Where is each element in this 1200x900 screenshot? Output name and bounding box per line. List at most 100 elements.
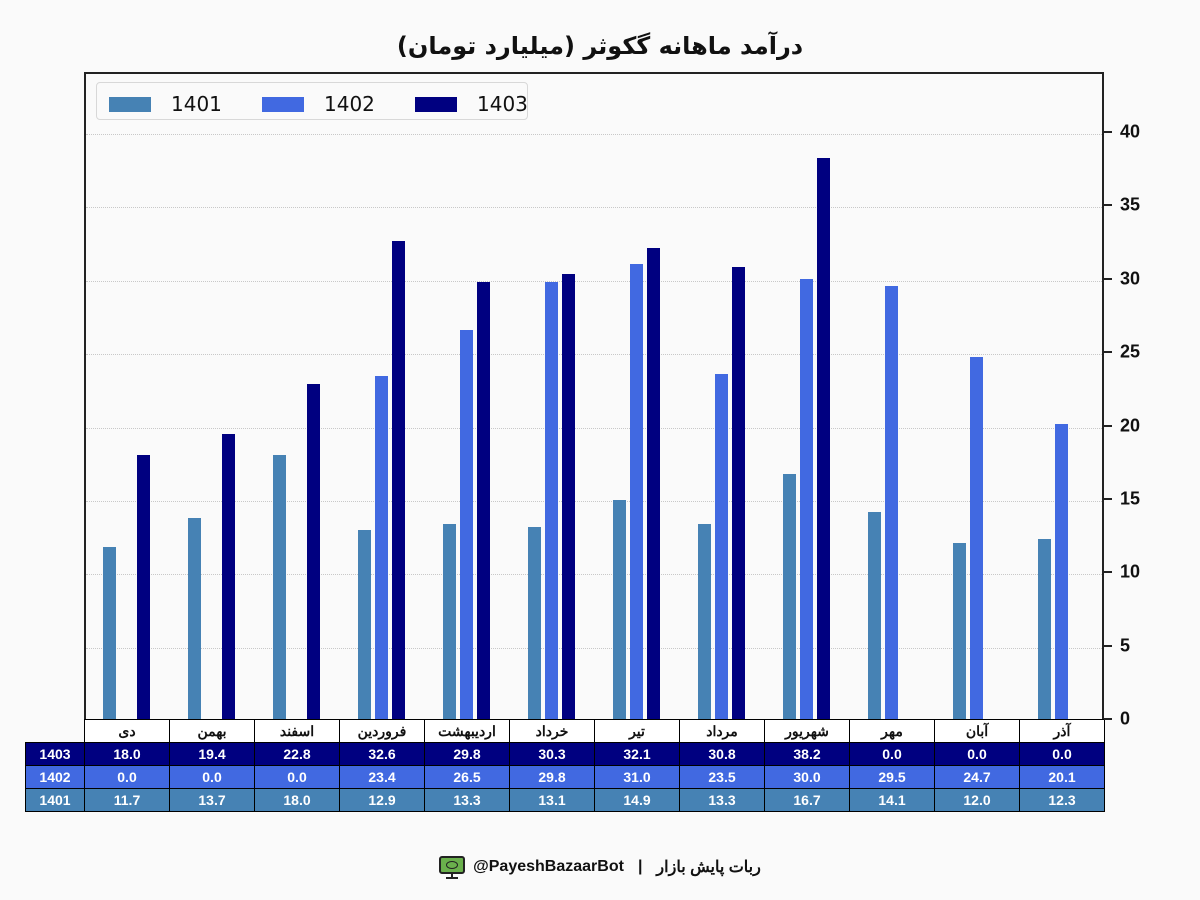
y-tick <box>1104 497 1112 500</box>
bar-1401 <box>273 454 286 719</box>
legend-label: 1402 <box>324 92 375 116</box>
bar-1402 <box>800 278 813 719</box>
legend-item-1402: 1402 <box>262 92 375 116</box>
bar-1401 <box>443 523 456 719</box>
table-cell: 38.2 <box>764 742 850 766</box>
bar-1401 <box>783 473 796 719</box>
table-cell: 0.0 <box>1019 742 1105 766</box>
footer-bot-name: ربات پایش بازار <box>656 859 761 876</box>
y-tick-label: 10 <box>1120 561 1141 582</box>
bar-1403 <box>137 454 150 719</box>
table-cell: 0.0 <box>254 765 340 789</box>
month-header: فروردین <box>339 719 425 743</box>
gridline <box>86 427 1102 429</box>
chart-title: درآمد ماهانه گکوثر (میلیارد تومان) <box>396 32 804 60</box>
table-header-row: دی بهمن اسفند فروردین اردیبهشت خرداد تیر مرداد ش… <box>25 719 1105 743</box>
data-table: دی بهمن اسفند فروردین اردیبهشت خرداد تیر مرداد ش… <box>25 719 1105 812</box>
y-tick-label: 20 <box>1120 415 1141 435</box>
bar-1403 <box>222 434 235 719</box>
gridline <box>86 354 1102 356</box>
legend-swatch <box>415 96 457 112</box>
bar-1401 <box>613 500 626 719</box>
y-tick <box>1104 351 1112 354</box>
gridline <box>86 500 1102 502</box>
legend-item-1401: 1401 <box>109 92 222 116</box>
bar-1403 <box>732 267 745 719</box>
gridline <box>86 647 1102 649</box>
bar-1403 <box>307 384 320 719</box>
y-tick-label: 35 <box>1120 194 1141 215</box>
gridline <box>86 134 1102 135</box>
table-row-1402: 1402 0.0 0.0 0.0 23.4 26.5 29.8 31.0 23.5 30.0 29.… <box>25 765 1105 789</box>
bar-1401 <box>188 517 201 719</box>
bar-1403 <box>647 247 660 719</box>
bar-1402 <box>970 356 983 719</box>
gridline <box>86 207 1102 209</box>
month-header: تیر <box>594 719 680 743</box>
table-cell: 24.7 <box>934 765 1020 789</box>
table-cell: 19.4 <box>169 742 255 766</box>
gridline <box>86 280 1102 282</box>
bar-1401 <box>103 547 116 719</box>
bar-1402 <box>715 374 728 719</box>
table-cell: 13.7 <box>169 788 255 812</box>
y-tick-label: 0 <box>1120 708 1131 729</box>
bar-1403 <box>817 158 830 719</box>
table-cell: 29.8 <box>509 765 595 789</box>
y-tick <box>1104 204 1112 207</box>
table-row-1403: 1403 18.0 19.4 22.8 32.6 29.8 30.3 32.1 30.8 38.2… <box>25 742 1105 766</box>
table-cell: 32.1 <box>594 742 680 766</box>
footer-handle: @PayeshBazaarBot <box>473 858 624 875</box>
bar-1402 <box>375 375 388 719</box>
table-cell: 0.0 <box>169 765 255 789</box>
month-header: اسفند <box>254 719 340 743</box>
month-header: آذر <box>1019 719 1105 743</box>
table-cell: 32.6 <box>339 742 425 766</box>
table-cell: 26.5 <box>424 765 510 789</box>
y-tick-label: 40 <box>1120 121 1141 142</box>
legend-label: 1403 <box>477 92 528 116</box>
footer-separator: | <box>637 858 643 875</box>
month-header: دی <box>84 719 170 743</box>
table-cell: 11.7 <box>84 788 170 812</box>
table-cell: 16.7 <box>764 788 850 812</box>
table-cell: 14.9 <box>594 788 680 812</box>
table-cell: 22.8 <box>254 742 340 766</box>
month-header: اردیبهشت <box>424 719 510 743</box>
plot-area <box>84 72 1104 719</box>
bar-1403 <box>562 274 575 719</box>
table-cell: 20.1 <box>1019 765 1105 789</box>
table-row-1401: 1401 11.7 13.7 18.0 12.9 13.3 13.1 14.9 13.3 16.7… <box>25 788 1105 812</box>
month-header: مهر <box>849 719 935 743</box>
y-tick <box>1104 131 1112 133</box>
bar-1402 <box>545 281 558 719</box>
y-tick <box>1104 424 1112 427</box>
monitor-icon <box>439 856 466 879</box>
y-tick <box>1104 277 1112 280</box>
bar-1401 <box>698 523 711 719</box>
gridline <box>86 574 1102 576</box>
bar-1401 <box>528 526 541 719</box>
table-cell: 18.0 <box>84 742 170 766</box>
y-tick-label: 25 <box>1120 341 1141 362</box>
table-cell: 0.0 <box>84 765 170 789</box>
bar-1402 <box>885 286 898 719</box>
bar-1401 <box>358 529 371 719</box>
legend-swatch <box>109 96 151 112</box>
legend-swatch <box>262 96 304 112</box>
bar-1401 <box>953 542 966 719</box>
y-tick-label: 5 <box>1120 635 1131 656</box>
month-header: خرداد <box>509 719 595 743</box>
month-header: شهریور <box>764 719 850 743</box>
month-header: بهمن <box>169 719 255 743</box>
table-cell: 14.1 <box>849 788 935 812</box>
row-label: 1401 <box>25 788 85 812</box>
bar-1403 <box>392 240 405 719</box>
legend: 1401 1402 1403 <box>96 82 528 120</box>
bar-1402 <box>630 264 643 719</box>
y-tick <box>1104 718 1112 720</box>
table-cell: 23.4 <box>339 765 425 789</box>
table-cell: 30.0 <box>764 765 850 789</box>
table-cell: 12.0 <box>934 788 1020 812</box>
table-cell: 18.0 <box>254 788 340 812</box>
